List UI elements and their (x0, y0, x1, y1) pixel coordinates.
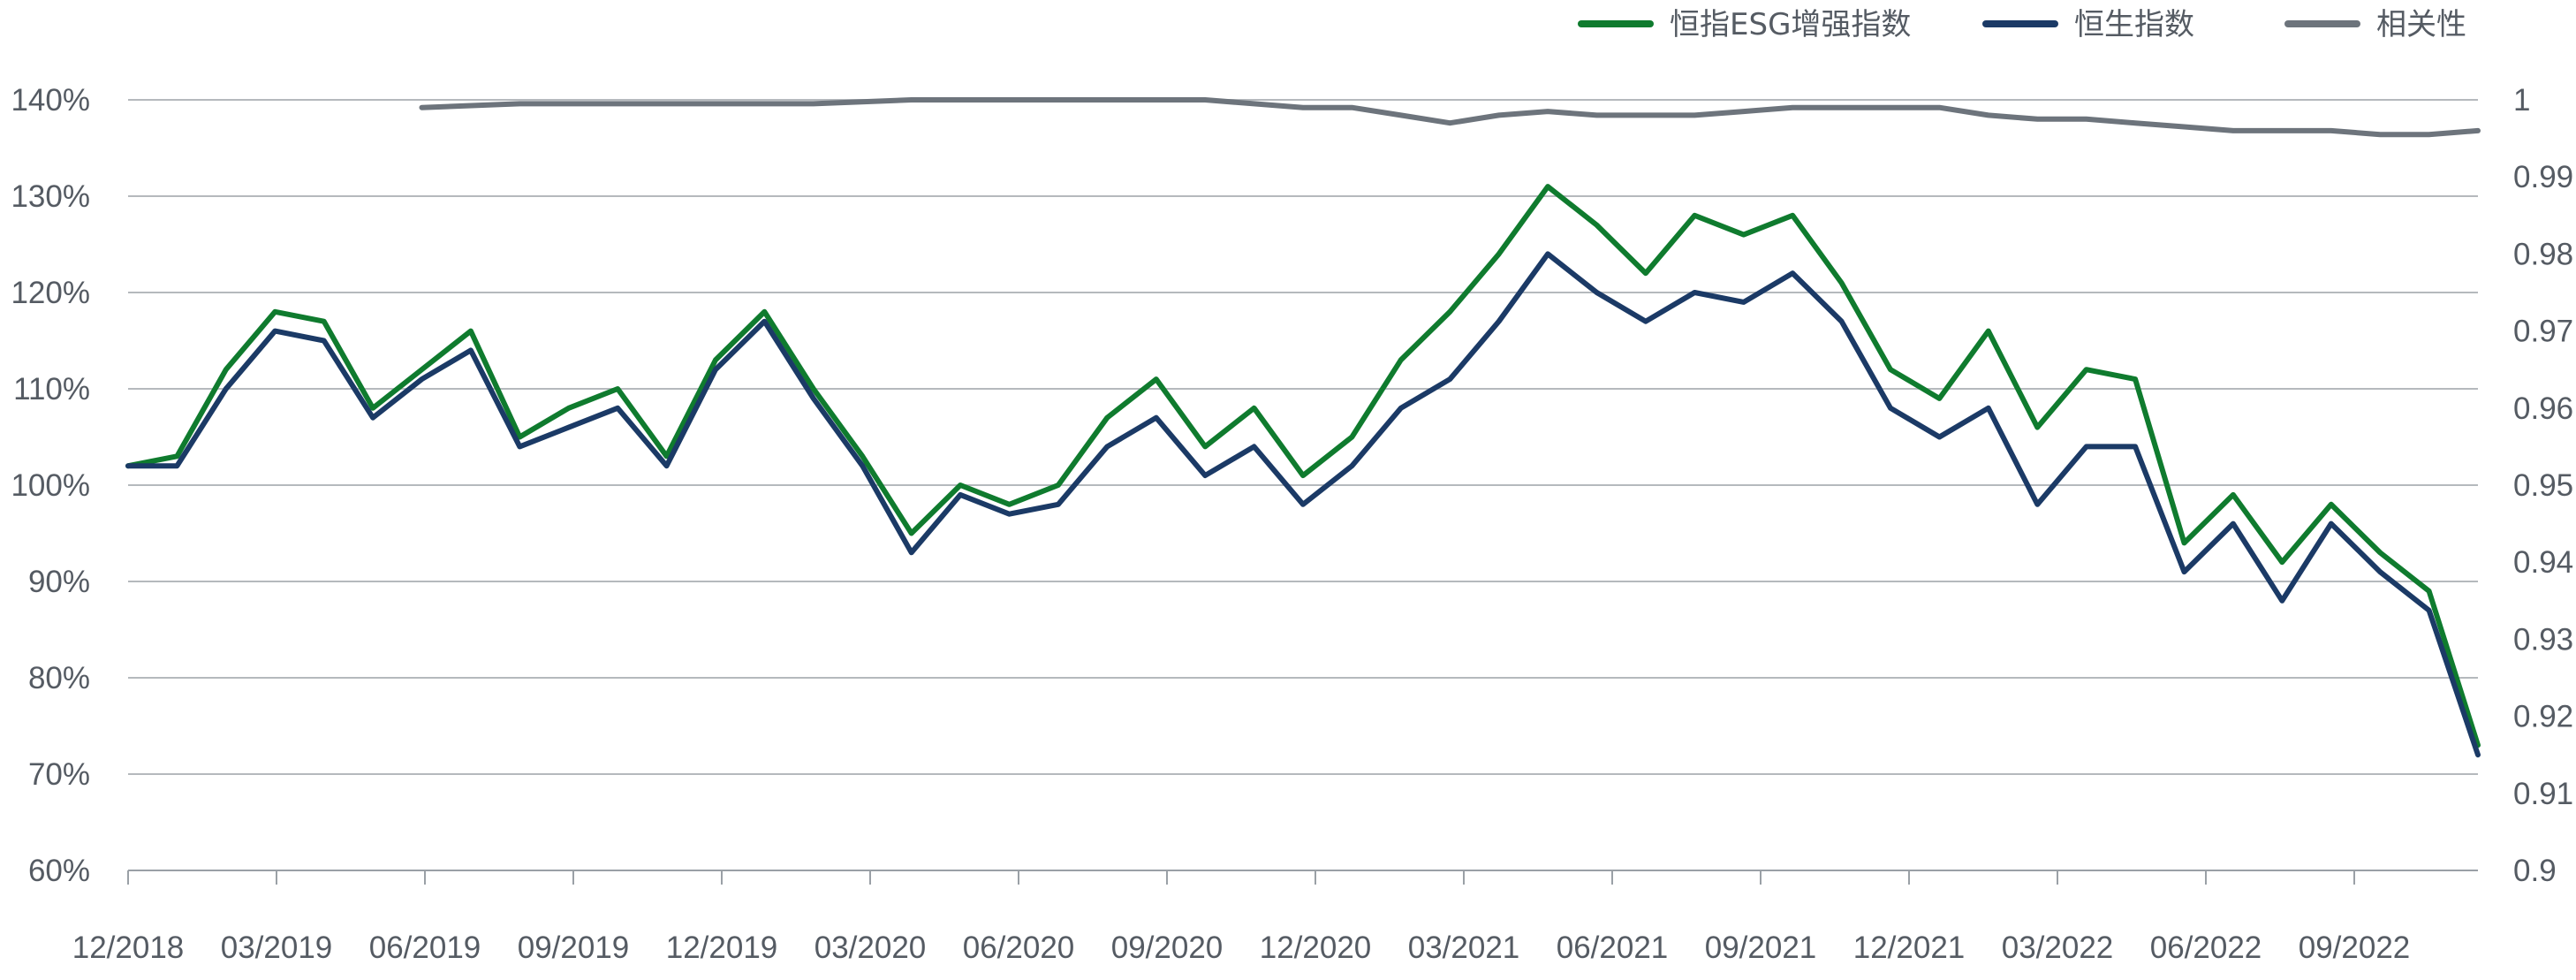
x-tick-label: 09/2020 (1111, 931, 1224, 965)
y-right-tick-label: 0.95 (2513, 468, 2573, 503)
y-left-tick-label: 60% (28, 854, 90, 888)
y-right-tick-label: 0.91 (2513, 777, 2573, 811)
y-right-tick-label: 0.97 (2513, 315, 2573, 349)
y-left-tick-label: 90% (28, 565, 90, 599)
y-left-tick-label: 140% (11, 83, 90, 118)
x-tick-label: 12/2018 (72, 931, 185, 965)
x-tick-label: 03/2019 (221, 931, 333, 965)
legend-label: 恒生指数 (2074, 7, 2194, 42)
y-left-tick-label: 80% (28, 661, 90, 695)
legend-label: 相关性 (2376, 7, 2466, 42)
x-tick-label: 06/2021 (1557, 931, 1669, 965)
series-line-1 (125, 251, 2481, 758)
grid-lines (128, 99, 2478, 871)
legend-label: 恒指ESG增强指数 (1670, 7, 1911, 42)
series-lines (125, 97, 2481, 758)
series-line-0 (125, 184, 2481, 748)
x-tick-label: 12/2019 (666, 931, 778, 965)
y-right-tick-label: 1 (2513, 83, 2530, 118)
x-tick-label: 03/2020 (814, 931, 927, 965)
legend: 恒指ESG增强指数 恒生指数 相关性 (1578, 7, 2466, 42)
y-right-tick-label: 0.98 (2513, 237, 2573, 271)
x-tick-label: 06/2020 (963, 931, 1075, 965)
y-left-tick-label: 130% (11, 179, 90, 214)
y-axis-left: 60% 70% 80% 90% 100% 110% 120% 130% 140% (11, 83, 90, 888)
y-right-tick-label: 0.92 (2513, 700, 2573, 734)
y-axis-right: 0.9 0.91 0.92 0.93 0.94 0.95 0.96 0.97 0.98 0.99 1 (2513, 83, 2573, 888)
x-tick-label: 03/2022 (2002, 931, 2114, 965)
x-tick-label: 12/2020 (1260, 931, 1372, 965)
y-left-tick-label: 100% (11, 468, 90, 503)
y-right-tick-label: 0.9 (2513, 854, 2557, 888)
x-tick-label: 09/2022 (2299, 931, 2411, 965)
series-line-2 (419, 97, 2481, 138)
y-right-tick-label: 0.99 (2513, 160, 2573, 194)
x-tick-label: 09/2019 (518, 931, 630, 965)
x-axis: 12/2018 03/2019 06/2019 09/2019 12/2019 03/20… (72, 870, 2411, 965)
x-tick-label: 09/2021 (1705, 931, 1817, 965)
x-tick-label: 06/2022 (2150, 931, 2262, 965)
y-right-tick-label: 0.94 (2513, 545, 2573, 580)
x-tick-label: 06/2019 (369, 931, 481, 965)
x-tick-label: 03/2021 (1408, 931, 1520, 965)
y-left-tick-label: 120% (11, 276, 90, 310)
y-right-tick-label: 0.96 (2513, 391, 2573, 426)
y-left-tick-label: 110% (13, 372, 90, 406)
y-right-tick-label: 0.93 (2513, 622, 2573, 657)
x-tick-label: 12/2021 (1853, 931, 1966, 965)
y-left-tick-label: 70% (28, 757, 90, 792)
